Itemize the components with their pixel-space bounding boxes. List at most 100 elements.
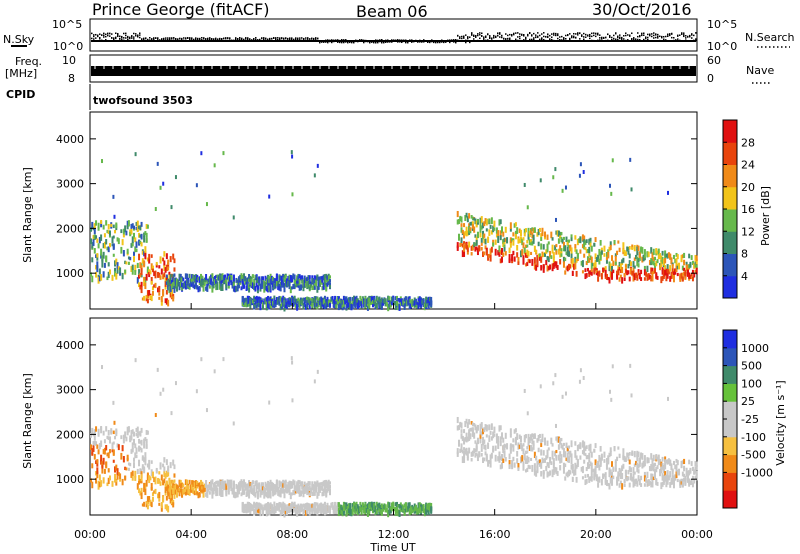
power-echo	[611, 158, 614, 163]
nsky-point	[541, 33, 543, 35]
nsky-point	[197, 38, 199, 41]
velocity-echo	[293, 489, 296, 496]
nsky-point	[245, 37, 247, 39]
power-echo	[508, 254, 511, 261]
velocity-echo	[426, 509, 429, 513]
power-echo	[605, 258, 608, 264]
power-echo	[146, 295, 149, 299]
nsky-point	[121, 38, 123, 40]
power-echo	[471, 216, 474, 221]
velocity-echo	[131, 448, 134, 453]
nsky-point	[93, 35, 95, 38]
power-echo	[379, 303, 382, 309]
velocity-echo	[215, 480, 218, 484]
velocity-echo	[258, 502, 261, 507]
power-echo	[484, 218, 487, 224]
nsky-point	[315, 38, 317, 40]
velocity-echo	[112, 430, 115, 435]
power-echo	[308, 275, 311, 280]
power-echo	[599, 239, 602, 246]
power-echo	[291, 154, 294, 159]
power-echo	[329, 299, 332, 306]
nsky-point	[111, 33, 113, 35]
power-echo	[342, 300, 345, 305]
nsky-point	[565, 38, 567, 40]
power-echo	[254, 286, 257, 292]
power-echo	[551, 264, 554, 272]
power-echo	[635, 254, 638, 260]
velocity-echo	[132, 457, 135, 462]
power-echo	[665, 271, 668, 276]
velocity-echo	[92, 441, 95, 447]
power-echo	[130, 243, 133, 248]
power-echo	[103, 233, 106, 238]
velocity-echo	[225, 483, 228, 490]
nsky-point	[173, 37, 175, 39]
power-echo	[136, 277, 139, 284]
power-echo	[282, 302, 285, 307]
power-echo	[170, 293, 173, 299]
nsky-point	[255, 38, 257, 41]
power-echo	[541, 251, 544, 258]
power-echo	[676, 254, 679, 260]
nsky-point	[637, 38, 639, 41]
velocity-echo	[311, 481, 314, 487]
nsky-point	[475, 35, 477, 37]
power-echo	[317, 302, 320, 307]
power-echo	[652, 270, 655, 275]
nsky-point	[585, 36, 587, 38]
velocity-echo	[317, 508, 320, 513]
nsky-point	[503, 37, 505, 40]
power-echo	[194, 282, 197, 288]
velocity-echo	[560, 443, 563, 449]
power-echo	[158, 272, 161, 278]
velocity-echo	[390, 502, 393, 507]
velocity-echo	[136, 426, 139, 434]
velocity-echo	[265, 503, 268, 511]
velocity-echo	[159, 481, 162, 486]
power-echo	[272, 283, 275, 287]
power-echo	[581, 244, 584, 249]
velocity-echo	[91, 448, 94, 455]
velocity-echo	[475, 445, 478, 452]
nsky-point	[115, 37, 117, 40]
power-echo	[609, 244, 612, 251]
power-echo	[459, 215, 462, 220]
nsky-point	[517, 32, 519, 34]
velocity-echo	[511, 460, 514, 468]
velocity-echo	[273, 484, 276, 490]
power-echo	[113, 214, 116, 219]
velocity-echo	[245, 509, 248, 513]
velocity-echo	[139, 468, 142, 475]
power-echo	[175, 281, 178, 287]
nsky-point	[213, 38, 215, 40]
power-echo	[531, 227, 534, 232]
nsky-point	[215, 38, 217, 41]
power-echo	[268, 300, 271, 305]
velocity-echo	[201, 486, 204, 490]
power-y-label: Slant Range [km]	[21, 167, 34, 263]
velocity-echo	[261, 507, 264, 512]
nsky-point	[471, 32, 473, 34]
nsky-point	[175, 39, 177, 41]
power-echo	[294, 298, 297, 305]
power-echo	[590, 256, 593, 263]
power-echo	[263, 285, 266, 293]
velocity-echo	[181, 489, 184, 497]
power-echo	[322, 303, 325, 309]
velocity-echo	[351, 503, 354, 508]
velocity-echo	[229, 482, 232, 488]
nsky-point	[185, 37, 187, 39]
power-echo	[640, 277, 643, 282]
power-echo	[495, 230, 498, 238]
power-echo	[618, 277, 621, 282]
nsky-point	[553, 32, 555, 35]
power-echo	[191, 283, 194, 287]
velocity-echo	[150, 460, 153, 464]
velocity-echo	[351, 509, 354, 516]
velocity-echo	[330, 502, 333, 508]
nsky-point	[299, 39, 301, 41]
power-echo	[466, 216, 469, 223]
velocity-echo	[263, 486, 266, 494]
velocity-echo	[293, 484, 296, 490]
